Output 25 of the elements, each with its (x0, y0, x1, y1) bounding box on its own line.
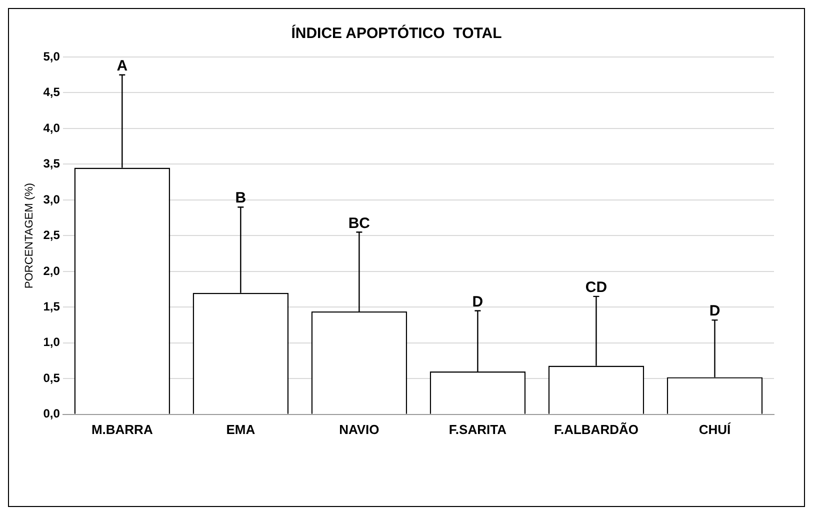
annotation: A (116, 58, 128, 75)
y-axis-title: PORCENTAGEM (%) (24, 182, 36, 288)
annotation: D (472, 293, 484, 310)
annotation: D (709, 302, 720, 320)
y-tick-label: 3,0 (43, 192, 60, 206)
x-tick-label: NAVIO (339, 422, 380, 437)
y-tick-label: 2,0 (43, 264, 60, 278)
annotation: BC (348, 214, 370, 232)
x-tick-label: F.ALBARDÃO (554, 422, 638, 437)
y-tick-label: 4,5 (43, 85, 60, 100)
y-tick-label: 2,5 (43, 228, 60, 242)
y-tick-label: 0,0 (43, 406, 60, 421)
annotation: B (235, 190, 246, 207)
x-tick-label: CHUÍ (698, 422, 732, 437)
y-tick-label: 3,5 (43, 156, 60, 171)
chart-title: ÍNDICE APOPTÓTICO TOTAL (291, 24, 502, 42)
y-tick-label: 5,0 (43, 49, 60, 64)
y-tick-label: 4,0 (43, 120, 60, 135)
x-tick-label: M.BARRA (91, 422, 154, 437)
annotation: CD (585, 279, 608, 296)
y-tick-label: 0,5 (43, 370, 60, 385)
y-tick-label: 1,5 (43, 299, 60, 314)
x-tick-label: F.SARITA (448, 422, 508, 437)
y-tick-label: 1,0 (43, 335, 60, 350)
x-tick-label: EMA (226, 422, 256, 437)
